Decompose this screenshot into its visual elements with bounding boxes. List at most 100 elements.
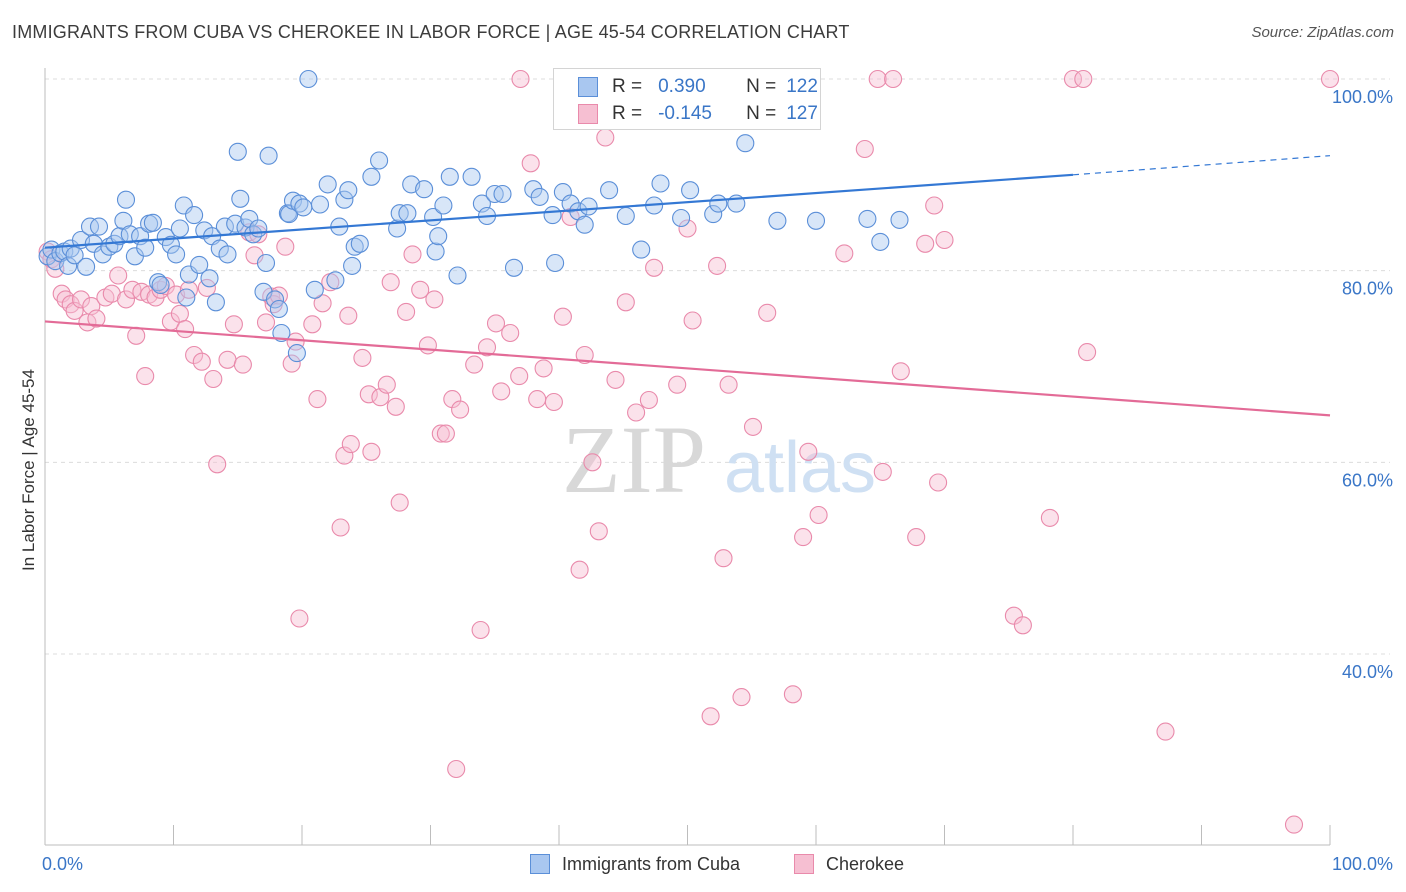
cuba-point: [240, 209, 259, 228]
cuba-point: [890, 210, 909, 229]
cherokee-point: [386, 397, 405, 416]
cherokee-point: [627, 403, 646, 422]
cherokee-point: [1078, 343, 1097, 362]
cherokee-point: [418, 336, 437, 355]
cherokee-point: [606, 370, 625, 389]
y-axis-label: In Labor Force | Age 45-54: [19, 369, 38, 571]
cuba-point: [681, 181, 700, 200]
cherokee-point: [1013, 616, 1032, 635]
cuba-point: [149, 273, 168, 292]
cuba-point: [59, 256, 78, 275]
cuba-point: [504, 258, 524, 277]
cherokee-point: [668, 375, 687, 394]
cherokee-point: [1284, 815, 1304, 834]
cherokee-point: [521, 154, 540, 173]
y-tick-label: 80.0%: [1342, 279, 1393, 299]
cherokee-point: [583, 453, 602, 472]
cherokee-point: [341, 435, 360, 454]
cuba-point: [462, 167, 481, 186]
cherokee-point: [916, 234, 935, 253]
cherokee-point: [276, 237, 295, 256]
x-tick-label: 100.0%: [1332, 854, 1393, 874]
cuba-point: [543, 206, 562, 225]
cuba-point: [269, 299, 288, 319]
cherokee-point: [87, 309, 106, 328]
legend-r-label: R =: [612, 76, 643, 97]
cuba-point: [218, 245, 237, 264]
cuba-point: [318, 175, 337, 194]
cuba-point: [709, 194, 728, 213]
cherokee-point: [701, 707, 720, 726]
cherokee-point: [809, 505, 828, 525]
cherokee-point: [1320, 69, 1340, 89]
trend-lines: [44, 155, 1331, 417]
cuba-point: [632, 240, 651, 259]
cherokee-point: [873, 462, 892, 481]
cherokee-point: [616, 293, 635, 312]
cherokee-point: [835, 244, 854, 263]
chart-title: IMMIGRANTS FROM CUBA VS CHEROKEE IN LABO…: [12, 22, 850, 42]
cherokee-point: [794, 528, 813, 547]
watermark: ZIP atlas: [562, 406, 876, 513]
cuba-point: [388, 219, 407, 238]
cherokee-point: [353, 348, 372, 367]
cuba-trend-line: [44, 173, 1074, 249]
cherokee-points: [38, 69, 1340, 834]
cherokee-point: [743, 417, 763, 436]
legend-swatch-cherokee: [578, 104, 598, 124]
cherokee-point: [645, 258, 664, 277]
cherokee-point: [884, 69, 903, 89]
cherokee-point: [359, 385, 378, 404]
cuba-point: [305, 280, 324, 299]
cuba-point: [190, 255, 209, 274]
cherokee-point: [65, 301, 84, 320]
cherokee-point: [192, 352, 211, 371]
y-tick-label: 40.0%: [1342, 662, 1393, 682]
cherokee-point: [447, 759, 466, 779]
cuba-point: [259, 146, 278, 165]
cherokee-point: [925, 196, 944, 215]
cherokee-point: [528, 390, 547, 409]
cherokee-trend-line: [44, 320, 1331, 417]
cherokee-point: [799, 442, 818, 461]
bottom-legend-cherokee: Cherokee: [794, 852, 904, 876]
cuba-point: [530, 187, 549, 206]
bottom-swatch-cherokee: [794, 854, 814, 874]
cuba-point: [339, 181, 358, 200]
legend-n-label: N =: [746, 76, 777, 97]
cherokee-point: [907, 528, 926, 547]
cherokee-point: [381, 273, 400, 292]
cherokee-point: [534, 359, 553, 378]
cuba-point: [265, 290, 285, 309]
cuba-point: [345, 237, 364, 256]
cherokee-point: [714, 549, 733, 568]
cherokee-point: [411, 280, 430, 299]
stats-legend: R = 0.390 N = 122 R = -0.145 N = 127: [553, 68, 821, 130]
cherokee-point: [208, 455, 227, 474]
cherokee-point: [1040, 508, 1059, 527]
legend-n-value: 122: [786, 76, 818, 97]
cherokee-point: [758, 303, 777, 322]
y-tick-label: 60.0%: [1342, 470, 1393, 490]
cherokee-point: [589, 522, 608, 541]
cherokee-point: [233, 355, 252, 374]
cherokee-point: [436, 424, 455, 443]
cherokee-point: [935, 230, 954, 250]
cuba-point: [370, 151, 389, 170]
cuba-point: [546, 253, 565, 273]
legend-r-value: -0.145: [658, 103, 712, 124]
cherokee-point: [678, 219, 697, 238]
cherokee-point: [732, 688, 751, 707]
cuba-point: [299, 69, 318, 89]
cuba-point: [806, 211, 826, 230]
cuba-point: [231, 189, 250, 208]
cuba-trend-extension: [1072, 155, 1331, 176]
cuba-point: [206, 293, 225, 312]
cuba-point: [151, 275, 170, 295]
cherokee-point: [224, 315, 243, 334]
bottom-swatch-cuba: [530, 854, 550, 874]
cherokee-point: [335, 446, 354, 465]
cuba-point: [434, 196, 453, 215]
cherokee-point: [339, 306, 358, 325]
cuba-point: [170, 219, 189, 238]
